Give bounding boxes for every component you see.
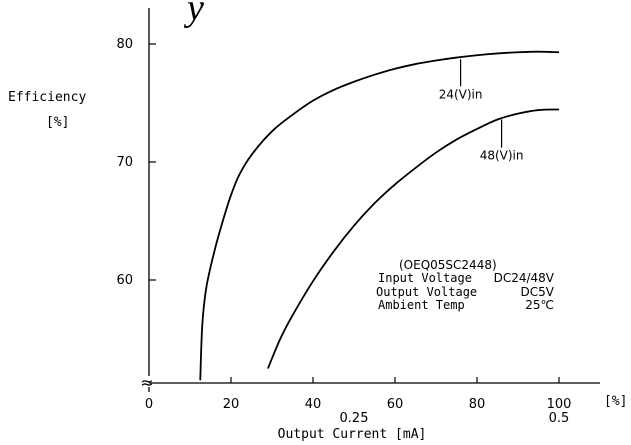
ylabel-line1: Efficiency bbox=[8, 90, 86, 105]
cropped-top-text: y bbox=[183, 0, 204, 29]
annotation-box: (OEQ05SC2448) Input Voltage DC24/48V Out… bbox=[376, 258, 555, 312]
axis-break-icon: ≈ bbox=[140, 373, 153, 392]
x-tick-label: 40 bbox=[305, 397, 322, 412]
axes: ≈ bbox=[140, 8, 600, 392]
y-tick-label: 60 bbox=[116, 273, 133, 288]
annotation-output-voltage-value: DC5V bbox=[521, 285, 555, 299]
y-tick-label: 70 bbox=[116, 155, 133, 170]
x-secondary-tick-label: 0.25 bbox=[340, 411, 369, 426]
annotation-input-voltage-value: DC24/48V bbox=[494, 271, 555, 285]
x-tick-label: 20 bbox=[223, 397, 240, 412]
x-tick-label: 60 bbox=[387, 397, 404, 412]
ylabel-line2: [%] bbox=[46, 115, 69, 130]
annotation-input-voltage-label: Input Voltage bbox=[378, 271, 472, 285]
x-unit-label: [%] bbox=[604, 394, 627, 409]
xlabel: Output Current [mA] bbox=[278, 427, 427, 442]
annotation-output-voltage-label: Output Voltage bbox=[376, 285, 477, 299]
series-line-1 bbox=[199, 50, 560, 381]
x-tick-label: 100 bbox=[547, 397, 572, 412]
annotation-ambient-temp-label: Ambient Temp bbox=[378, 298, 465, 312]
series-label-2: 48(V)in bbox=[480, 149, 524, 163]
series-labels: 24(V)in 48(V)in bbox=[439, 59, 524, 163]
ticks: 60 70 80 0 20 40 60 80 100 0.25 0.5 bbox=[116, 37, 571, 426]
curves bbox=[199, 50, 560, 381]
x-tick-label: 0 bbox=[145, 397, 153, 412]
x-tick-label: 80 bbox=[469, 397, 486, 412]
y-tick-label: 80 bbox=[116, 37, 133, 52]
series-line-2 bbox=[267, 108, 560, 369]
series-label-1: 24(V)in bbox=[439, 87, 483, 101]
annotation-ambient-temp-value: 25℃ bbox=[525, 298, 554, 312]
annotation-model: (OEQ05SC2448) bbox=[399, 258, 497, 272]
x-secondary-tick-label: 0.5 bbox=[549, 411, 570, 426]
